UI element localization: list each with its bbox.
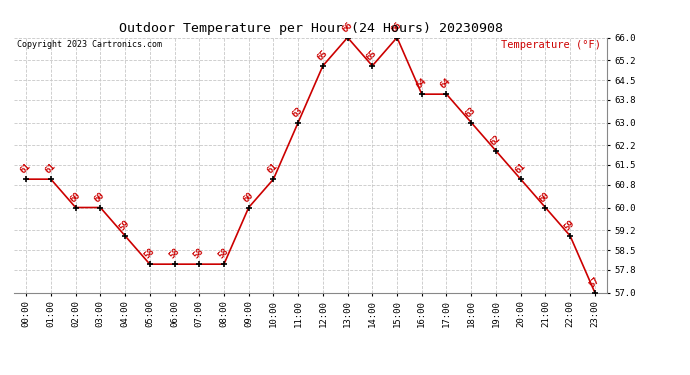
Text: 63: 63: [290, 105, 304, 119]
Text: 57: 57: [587, 275, 601, 289]
Text: 59: 59: [117, 219, 131, 232]
Text: 58: 58: [192, 247, 206, 261]
Text: 63: 63: [464, 105, 477, 119]
Text: 58: 58: [167, 247, 181, 261]
Text: 62: 62: [489, 134, 502, 147]
Text: 66: 66: [340, 20, 354, 34]
Text: 59: 59: [562, 219, 576, 232]
Text: 61: 61: [513, 162, 527, 176]
Text: 60: 60: [68, 190, 82, 204]
Title: Outdoor Temperature per Hour (24 Hours) 20230908: Outdoor Temperature per Hour (24 Hours) …: [119, 22, 502, 35]
Text: Copyright 2023 Cartronics.com: Copyright 2023 Cartronics.com: [17, 40, 161, 49]
Text: 58: 58: [217, 247, 230, 261]
Text: 65: 65: [365, 48, 379, 62]
Text: 60: 60: [92, 190, 107, 204]
Text: 64: 64: [414, 77, 428, 91]
Text: 65: 65: [315, 48, 329, 62]
Text: 61: 61: [19, 162, 32, 176]
Text: 61: 61: [43, 162, 57, 176]
Text: 66: 66: [389, 20, 404, 34]
Text: 58: 58: [142, 247, 156, 261]
Text: 60: 60: [241, 190, 255, 204]
Text: 64: 64: [439, 77, 453, 91]
Text: Temperature (°F): Temperature (°F): [501, 40, 601, 50]
Text: 61: 61: [266, 162, 279, 176]
Text: 60: 60: [538, 190, 552, 204]
